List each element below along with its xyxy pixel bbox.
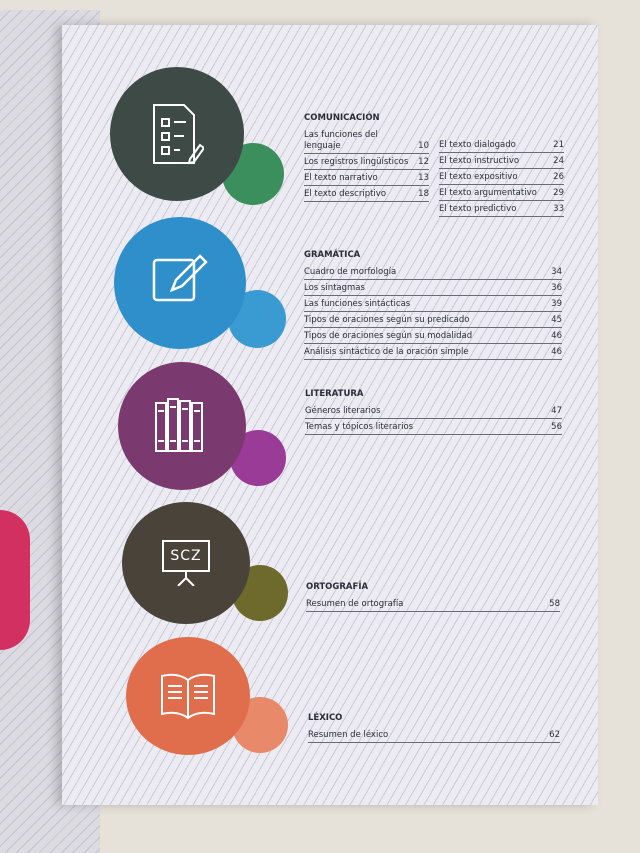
section-ortografia: ORTOGRAFÍA Resumen de ortografía 58 [306,582,560,614]
books-icon [152,395,212,455]
entry-label: El texto predictivo [439,204,517,214]
page-number: 45 [551,315,562,325]
page-number: 33 [553,204,564,214]
entry-label: Los registros lingüísticos [304,157,409,167]
toc-entry[interactable]: El texto descriptivo 18 [304,188,429,202]
pink-circle [0,510,30,650]
section-title: ORTOGRAFÍA [306,582,369,592]
page-number: 21 [553,140,564,150]
toc-entry[interactable]: Los registros lingüísticos 12 [304,156,429,170]
entry-label: Análisis sintáctico de la oración simple [304,347,469,357]
entry-label: El texto expositivo [439,172,518,182]
entry-label: El texto instructivo [439,156,520,166]
page-number: 26 [553,172,564,182]
toc-entry[interactable]: El texto predictivo 33 [439,203,564,217]
toc-entry[interactable]: El texto expositivo 26 [439,171,564,185]
pencil-edit-icon [150,250,210,310]
page-number: 58 [549,599,560,609]
entry-label: Resumen de ortografía [306,599,404,609]
section-title: LÉXICO [308,713,343,723]
comunicacion-circle [110,67,244,201]
toc-entry[interactable]: El texto narrativo 13 [304,172,429,186]
toc-entry[interactable]: Las funciones sintácticas 39 [304,298,562,312]
ortografia-circle [122,502,250,624]
page-number: 47 [551,406,562,416]
toc-entry[interactable]: Tipos de oraciones según su predicado 45 [304,314,562,328]
page-number: 10 [418,141,429,151]
toc-entry[interactable]: Tipos de oraciones según su modalidad 46 [304,330,562,344]
toc-entry[interactable]: El texto dialogado 21 [439,139,564,153]
entry-label: El texto argumentativo [439,188,537,198]
entry-label: Tipos de oraciones según su predicado [304,315,470,325]
toc-entry[interactable]: Las funciones del lenguaje 10 [304,129,429,154]
page-number: 62 [549,730,560,740]
toc-entry[interactable]: Géneros literarios 47 [305,405,562,419]
entry-label: Las funciones del lenguaje [304,130,378,151]
entry-label: Los sintagmas [304,283,365,293]
page-number: 24 [553,156,564,166]
section-literatura: LITERATURA Géneros literarios 47 Temas y … [305,389,562,437]
entry-label: El texto dialogado [439,140,516,150]
board-text: SCZ [162,540,210,572]
literatura-circle [118,362,246,490]
toc-entry[interactable]: El texto argumentativo 29 [439,187,564,201]
open-book-icon [158,665,218,725]
section-lexico: LÉXICO Resumen de léxico 62 [308,713,560,745]
presentation-board-icon: SCZ [156,533,216,593]
entry-label: El texto descriptivo [304,189,387,199]
toc-entry[interactable]: Temas y tópicos literarios 56 [305,421,562,435]
page-number: 56 [551,422,562,432]
toc-page: SCZ COMUNICACIÓN Las funciones del lengu… [62,25,598,805]
toc-entry[interactable]: El texto instructivo 24 [439,155,564,169]
page-number: 12 [418,157,429,167]
entry-label: Temas y tópicos literarios [305,422,414,432]
toc-entry[interactable]: Resumen de ortografía 58 [306,598,560,612]
page-number: 34 [551,267,562,277]
toc-entry[interactable]: Resumen de léxico 62 [308,729,560,743]
page-number: 36 [551,283,562,293]
entry-label: El texto narrativo [304,173,378,183]
page-number: 18 [418,189,429,199]
gramatica-circle [114,217,246,349]
checklist-document-icon [147,100,207,170]
section-title: LITERATURA [305,389,364,399]
page-number: 13 [418,173,429,183]
entry-label: Géneros literarios [305,406,381,416]
section-title: GRAMÁTICA [304,250,361,260]
toc-entry[interactable]: Los sintagmas 36 [304,282,562,296]
entry-label: Tipos de oraciones según su modalidad [304,331,473,341]
entry-label: Resumen de léxico [308,730,389,740]
toc-entry[interactable]: Cuadro de morfología 34 [304,266,562,280]
page-number: 46 [551,347,562,357]
toc-entry[interactable]: Análisis sintáctico de la oración simple… [304,346,562,360]
section-gramatica: GRAMÁTICA Cuadro de morfología 34 Los sin… [304,250,562,362]
entry-label: Cuadro de morfología [304,267,397,277]
section-comunicacion: COMUNICACIÓN Las funciones del lenguaje 1… [304,113,566,219]
page-number: 29 [553,188,564,198]
entry-label: Las funciones sintácticas [304,299,411,309]
page-number: 39 [551,299,562,309]
page-number: 46 [551,331,562,341]
section-title: COMUNICACIÓN [304,113,380,123]
